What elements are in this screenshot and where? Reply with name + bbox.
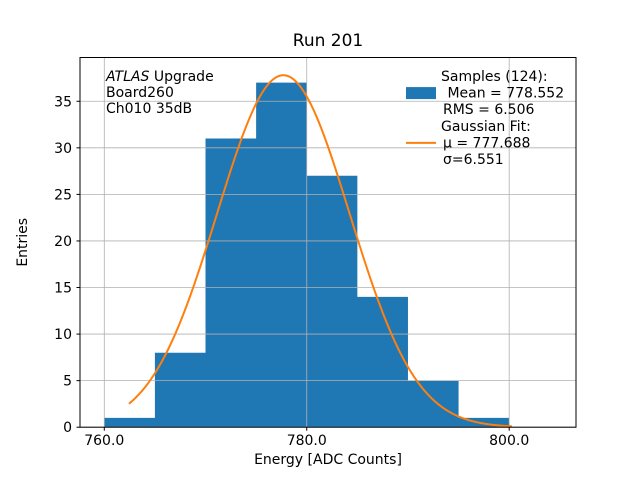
axes-frame xyxy=(79,57,577,428)
y-tick-label: 20 xyxy=(54,234,72,250)
x-axis-label: Energy [ADC Counts] xyxy=(254,452,402,468)
x-tick-label: 800.0 xyxy=(489,433,529,449)
annotation-block: ATLAS Upgrade Board260 Ch010 35dB xyxy=(105,69,214,117)
y-tick-label: 5 xyxy=(63,374,72,390)
annotation-line-2: Board260 xyxy=(106,85,174,101)
legend-header-label: Samples (124): xyxy=(441,69,548,85)
x-tick-label: 760.0 xyxy=(84,433,124,449)
legend-entry-label: σ=6.551 xyxy=(443,152,504,168)
y-tick-label: 25 xyxy=(54,187,72,203)
annotation-line-1: ATLAS Upgrade xyxy=(105,69,214,85)
legend-histogram-patch-handle xyxy=(406,87,436,100)
y-tick-label: 30 xyxy=(54,141,72,157)
gaussian-fit-curve xyxy=(128,74,513,428)
legend-entry-label: μ = 777.688 xyxy=(443,135,530,151)
y-tick-label: 10 xyxy=(54,327,72,343)
grid-lines xyxy=(80,57,576,428)
x-tick-label: 780.0 xyxy=(287,433,327,449)
legend-entry-label: Mean = 778.552 xyxy=(443,86,564,102)
annotation-upgrade-text: Upgrade xyxy=(149,69,213,85)
legend-header-label: Gaussian Fit: xyxy=(441,119,531,135)
y-tick-label: 15 xyxy=(54,281,72,297)
legend-entry-label: RMS = 6.506 xyxy=(443,102,534,118)
chart-title: Run 201 xyxy=(293,31,363,51)
annotation-line-3: Ch010 35dB xyxy=(106,101,192,117)
axis-ticks: 760.0 780.0 800.0 0 5 10 15 20 25 30 35 xyxy=(54,94,529,449)
y-tick-label: 35 xyxy=(54,94,72,110)
y-axis-label: Entries xyxy=(15,218,31,267)
annotation-atlas-text: ATLAS xyxy=(105,69,149,85)
y-tick-label: 0 xyxy=(63,420,72,436)
